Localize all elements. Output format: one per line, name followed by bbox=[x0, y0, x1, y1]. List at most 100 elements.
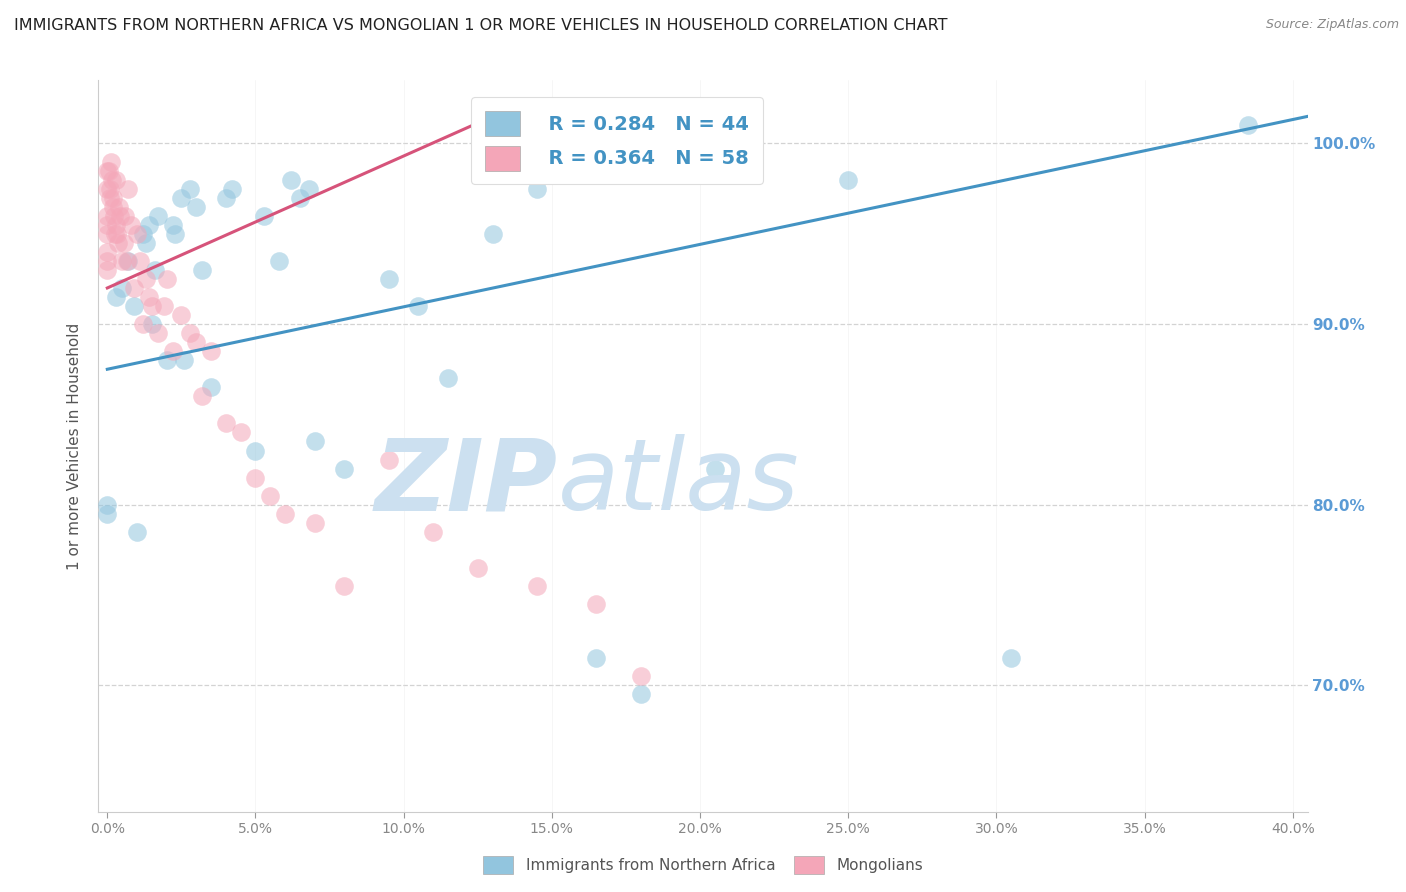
Point bbox=[96, 244, 118, 259]
Point bbox=[146, 209, 169, 223]
Point bbox=[138, 290, 160, 304]
Point bbox=[98, 191, 121, 205]
Point bbox=[467, 561, 489, 575]
Point bbox=[96, 253, 118, 268]
Text: ZIP: ZIP bbox=[375, 434, 558, 531]
Point bbox=[155, 353, 177, 368]
Point bbox=[132, 227, 155, 241]
Point bbox=[191, 263, 214, 277]
Point bbox=[259, 489, 281, 503]
Point bbox=[179, 181, 201, 195]
Point bbox=[111, 253, 134, 268]
Point bbox=[96, 263, 118, 277]
Point bbox=[269, 253, 291, 268]
Point bbox=[200, 344, 222, 359]
Y-axis label: 1 or more Vehicles in Household: 1 or more Vehicles in Household bbox=[67, 322, 83, 570]
Point bbox=[105, 172, 128, 186]
Point bbox=[97, 163, 120, 178]
Point bbox=[215, 417, 238, 431]
Point bbox=[120, 218, 142, 232]
Point bbox=[135, 235, 157, 250]
Point bbox=[100, 172, 122, 186]
Point bbox=[221, 181, 243, 195]
Point bbox=[105, 227, 128, 241]
Point bbox=[837, 172, 859, 186]
Point bbox=[98, 181, 121, 195]
Point bbox=[103, 200, 125, 214]
Point bbox=[141, 317, 163, 331]
Point bbox=[274, 507, 297, 521]
Point bbox=[96, 218, 118, 232]
Point bbox=[115, 253, 138, 268]
Point bbox=[763, 868, 786, 882]
Legend: Immigrants from Northern Africa, Mongolians: Immigrants from Northern Africa, Mongoli… bbox=[477, 850, 929, 880]
Point bbox=[96, 181, 118, 195]
Point bbox=[288, 191, 311, 205]
Point bbox=[179, 326, 201, 340]
Point bbox=[96, 498, 118, 512]
Point bbox=[108, 209, 131, 223]
Text: Source: ZipAtlas.com: Source: ZipAtlas.com bbox=[1265, 18, 1399, 31]
Point bbox=[378, 272, 401, 286]
Point bbox=[191, 389, 214, 403]
Point bbox=[117, 181, 139, 195]
Point bbox=[104, 227, 127, 241]
Point bbox=[186, 200, 208, 214]
Point bbox=[117, 253, 139, 268]
Point bbox=[125, 524, 148, 539]
Point bbox=[135, 272, 157, 286]
Point bbox=[96, 227, 118, 241]
Point bbox=[100, 154, 122, 169]
Point bbox=[333, 461, 356, 475]
Point bbox=[146, 326, 169, 340]
Point bbox=[186, 335, 208, 350]
Point bbox=[112, 235, 135, 250]
Point bbox=[111, 281, 134, 295]
Point bbox=[114, 209, 136, 223]
Point bbox=[422, 524, 444, 539]
Point bbox=[200, 380, 222, 394]
Point bbox=[129, 253, 152, 268]
Point bbox=[280, 172, 302, 186]
Point bbox=[162, 344, 184, 359]
Legend:   R = 0.284   N = 44,   R = 0.364   N = 58: R = 0.284 N = 44, R = 0.364 N = 58 bbox=[471, 97, 762, 185]
Point bbox=[304, 434, 326, 449]
Point bbox=[141, 299, 163, 313]
Point bbox=[122, 299, 145, 313]
Point bbox=[138, 218, 160, 232]
Point bbox=[630, 669, 652, 683]
Point bbox=[703, 461, 725, 475]
Point bbox=[132, 317, 155, 331]
Point bbox=[170, 308, 193, 322]
Point bbox=[333, 579, 356, 593]
Point bbox=[162, 218, 184, 232]
Point bbox=[408, 299, 430, 313]
Point bbox=[165, 227, 187, 241]
Point bbox=[152, 299, 174, 313]
Point bbox=[585, 597, 607, 611]
Point bbox=[245, 470, 267, 484]
Point bbox=[253, 209, 276, 223]
Point bbox=[105, 290, 128, 304]
Point bbox=[526, 181, 548, 195]
Point bbox=[155, 272, 177, 286]
Point bbox=[304, 516, 326, 530]
Point bbox=[1237, 119, 1260, 133]
Point bbox=[378, 452, 401, 467]
Point bbox=[101, 191, 124, 205]
Point bbox=[125, 227, 148, 241]
Point bbox=[215, 191, 238, 205]
Point bbox=[103, 209, 125, 223]
Text: IMMIGRANTS FROM NORTHERN AFRICA VS MONGOLIAN 1 OR MORE VEHICLES IN HOUSEHOLD COR: IMMIGRANTS FROM NORTHERN AFRICA VS MONGO… bbox=[14, 18, 948, 33]
Text: atlas: atlas bbox=[558, 434, 800, 531]
Point bbox=[122, 281, 145, 295]
Point bbox=[173, 353, 195, 368]
Point bbox=[96, 163, 118, 178]
Point bbox=[143, 263, 166, 277]
Point bbox=[108, 200, 131, 214]
Point bbox=[585, 651, 607, 665]
Point bbox=[96, 507, 118, 521]
Point bbox=[170, 191, 193, 205]
Point bbox=[229, 425, 252, 440]
Point bbox=[298, 181, 321, 195]
